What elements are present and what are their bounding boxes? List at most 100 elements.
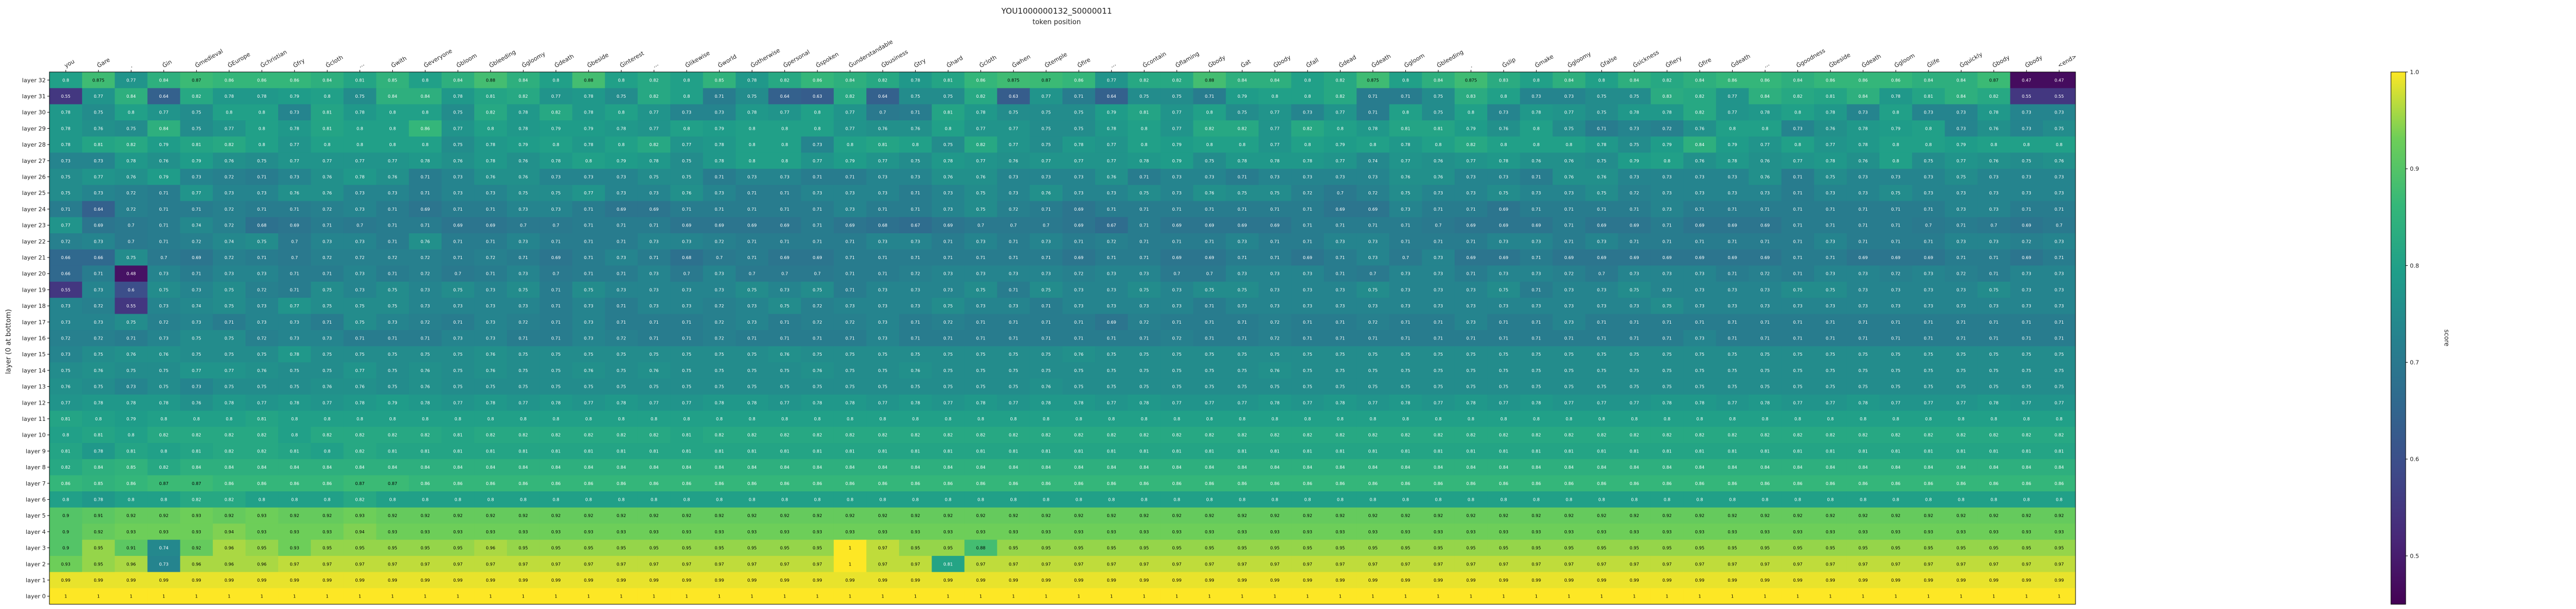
- heatmap-cell-value: 0.78: [486, 159, 495, 163]
- heatmap-cell-value: 0.8: [1500, 142, 1507, 147]
- heatmap-cell-value: 0.97: [518, 562, 528, 566]
- heatmap-cell-value: 0.81: [1401, 449, 1410, 453]
- heatmap-cell-value: 0.93: [1727, 530, 1737, 534]
- heatmap-cell-value: 0.86: [976, 78, 986, 82]
- heatmap-cell-value: 0.97: [1761, 562, 1770, 566]
- heatmap-cell-value: 0.71: [813, 336, 822, 341]
- heatmap-cell-value: 0.75: [224, 304, 234, 308]
- heatmap-cell: [997, 265, 1030, 282]
- y-tick-label: layer 0: [26, 593, 46, 600]
- heatmap-cell-value: 0.84: [1107, 465, 1116, 470]
- heatmap-cell-value: 0.99: [355, 578, 365, 583]
- heatmap-cell-value: 0.71: [1107, 207, 1116, 212]
- heatmap-cell-value: 0.75: [1238, 191, 1247, 195]
- heatmap-cell-value: 0.79: [518, 142, 528, 147]
- heatmap-cell: [1095, 184, 1128, 202]
- heatmap-cell-value: 0.71: [617, 272, 626, 276]
- heatmap-cell-value: 0.71: [453, 255, 463, 260]
- heatmap-cell-value: 0.93: [1139, 530, 1149, 534]
- heatmap-cell-value: 0.77: [61, 400, 70, 405]
- heatmap-cell-value: 0.71: [1009, 287, 1018, 292]
- heatmap-cell-value: 0.78: [486, 400, 495, 405]
- heatmap-cell-value: 0.71: [714, 207, 724, 212]
- heatmap-cell: [1062, 233, 1096, 250]
- heatmap-cell-value: 0.71: [159, 207, 169, 212]
- heatmap-cell-value: 0.77: [584, 191, 594, 195]
- chart-subtitle: token position: [1033, 18, 1081, 26]
- heatmap-cell-value: 0.73: [1107, 272, 1116, 276]
- heatmap-cell-value: 0.73: [714, 287, 724, 292]
- heatmap-cell-value: 0.87: [1989, 78, 1999, 82]
- heatmap-cell: [1160, 217, 1194, 234]
- heatmap-cell-value: 0.8: [2056, 497, 2063, 502]
- heatmap-cell: [507, 104, 540, 121]
- y-tick-label: layer 23: [22, 222, 46, 229]
- heatmap-cell-value: 0.73: [61, 352, 70, 357]
- heatmap-cell: [1618, 282, 1651, 298]
- heatmap-cell: [1422, 233, 1455, 250]
- y-tick-label: layer 32: [22, 77, 46, 84]
- heatmap-cell-value: 0.69: [1597, 223, 1607, 228]
- heatmap-cell-value: 0.78: [1826, 159, 1835, 163]
- heatmap-cell-value: 0.75: [813, 352, 822, 357]
- heatmap-cell: [1487, 201, 1520, 218]
- heatmap-cell: [2042, 265, 2076, 282]
- x-tick-label: ĠEurope: [227, 51, 252, 69]
- heatmap-cell-value: 0.8: [1860, 497, 1867, 502]
- heatmap-cell: [1683, 104, 1716, 121]
- heatmap-cell-value: 0.73: [1401, 272, 1410, 276]
- heatmap-cell: [1258, 201, 1292, 218]
- heatmap-cell-value: 0.78: [486, 142, 495, 147]
- heatmap-cell-value: 0.82: [1695, 110, 1704, 115]
- heatmap-cell-value: 0.71: [911, 191, 920, 195]
- heatmap-cell-value: 1: [1208, 594, 1211, 599]
- heatmap-cell-value: 0.81: [813, 449, 822, 453]
- heatmap-cell-value: 1: [1143, 594, 1146, 599]
- heatmap-cell-value: 0.8: [455, 497, 462, 502]
- heatmap-cell: [1356, 169, 1390, 185]
- heatmap-cell-value: 0.78: [976, 110, 986, 115]
- heatmap-cell-value: 0.63: [813, 94, 822, 99]
- heatmap-cell-value: 0.77: [290, 304, 299, 308]
- heatmap-cell-value: 0.73: [1107, 304, 1116, 308]
- heatmap-cell-value: 0.76: [1858, 159, 1868, 163]
- heatmap-cell-value: 0.73: [2022, 272, 2031, 276]
- heatmap-cell-value: 0.75: [911, 94, 920, 99]
- heatmap-cell: [964, 282, 998, 298]
- heatmap-cell: [343, 233, 377, 250]
- heatmap-cell-value: 0.81: [682, 433, 691, 438]
- heatmap-cell-value: 1: [783, 594, 786, 599]
- heatmap-cell-value: 0.99: [911, 578, 920, 583]
- heatmap-cell: [1356, 120, 1390, 137]
- heatmap-cell: [49, 201, 83, 218]
- heatmap-cell-value: 0.92: [1499, 513, 1508, 518]
- heatmap-cell-value: 0.97: [1270, 562, 1280, 566]
- heatmap-cell-value: 0.93: [1565, 530, 1574, 534]
- heatmap-cell-value: 0.71: [1662, 223, 1672, 228]
- heatmap-cell: [1029, 282, 1063, 298]
- heatmap-cell: [703, 120, 736, 137]
- heatmap-cell-value: 0.73: [1565, 304, 1574, 308]
- heatmap-cell-value: 0.72: [714, 320, 724, 325]
- heatmap-cell-value: 0.63: [1009, 94, 1018, 99]
- heatmap-cell-value: 0.76: [257, 368, 267, 373]
- heatmap-cell-value: 0.81: [192, 449, 201, 453]
- heatmap-cell-value: 0.97: [388, 562, 397, 566]
- heatmap-cell-value: 0.75: [1466, 385, 1476, 389]
- heatmap-cell-value: 0.86: [1335, 481, 1345, 486]
- heatmap-cell: [49, 217, 83, 234]
- heatmap-cell-value: 0.69: [1172, 223, 1182, 228]
- heatmap-cell-value: 0.99: [1531, 578, 1541, 583]
- heatmap-cell-value: 0.78: [355, 110, 365, 115]
- heatmap-cell-value: 0.8: [1990, 417, 1997, 421]
- heatmap-cell: [637, 314, 671, 331]
- heatmap-cell: [1160, 169, 1194, 185]
- heatmap-cell-value: 0.8: [1304, 142, 1311, 147]
- heatmap-cell: [866, 169, 899, 185]
- heatmap-cell-value: 0.75: [1597, 352, 1607, 357]
- heatmap-cell-value: 0.76: [1205, 191, 1214, 195]
- heatmap-cell: [997, 233, 1030, 250]
- heatmap-cell-value: 0.8: [1043, 497, 1050, 502]
- heatmap-cell: [311, 201, 344, 218]
- heatmap-cell-value: 0.94: [224, 530, 234, 534]
